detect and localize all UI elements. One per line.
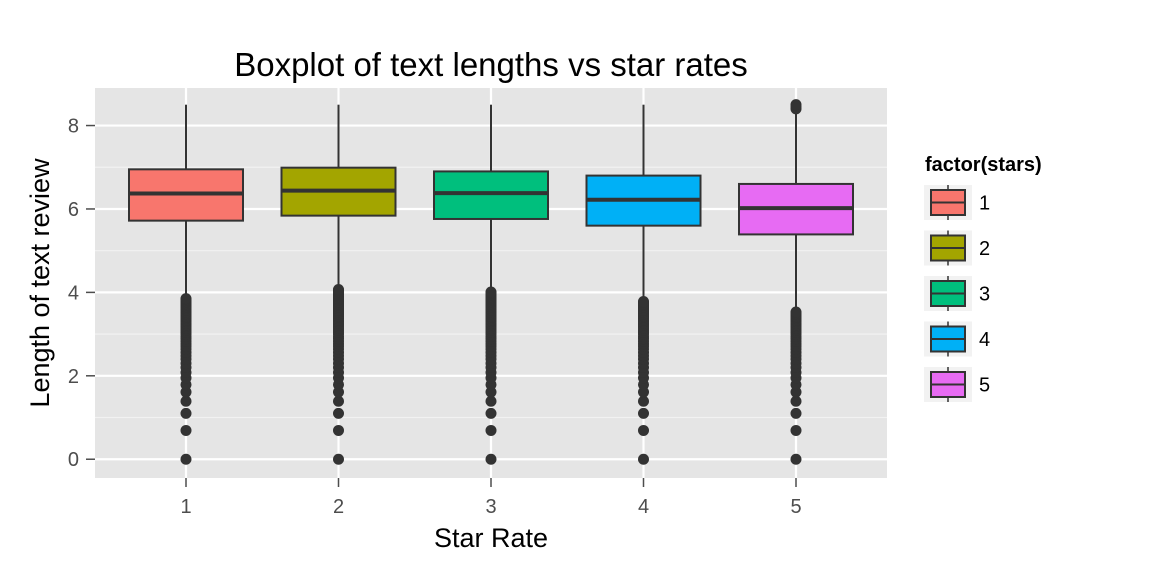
outlier-point <box>333 395 344 407</box>
outlier-point <box>333 407 344 419</box>
x-tick-label: 1 <box>180 496 191 518</box>
x-tick-label: 2 <box>333 496 344 518</box>
outlier-point <box>180 453 192 465</box>
legend-item-1: 1 <box>924 185 990 220</box>
box-group-5 <box>738 99 854 465</box>
box-group-4 <box>585 104 702 465</box>
y-tick-label: 8 <box>68 116 79 138</box>
outlier-point <box>180 293 192 305</box>
outlier-point <box>485 407 497 419</box>
box-group-3 <box>433 104 549 465</box>
x-tick-label: 3 <box>485 496 496 518</box>
x-axis-title: Star Rate <box>434 523 548 553</box>
outlier-point <box>638 296 649 308</box>
y-tick-label: 6 <box>68 199 79 221</box>
outlier-point <box>333 453 344 465</box>
outlier-point <box>790 424 802 436</box>
legend-label: 4 <box>979 329 990 351</box>
outlier-point <box>790 306 802 318</box>
outlier-point <box>180 424 192 436</box>
legend-item-3: 3 <box>924 276 990 311</box>
outlier-point <box>790 453 802 465</box>
outlier-point <box>638 407 649 419</box>
outlier-point <box>333 424 344 436</box>
x-axis: 1 2 3 4 5 <box>180 478 802 518</box>
box <box>433 170 549 220</box>
outlier-point <box>333 283 344 295</box>
chart-title: Boxplot of text lengths vs star rates <box>234 46 748 83</box>
box-group-2 <box>280 104 397 465</box>
legend-title: factor(stars) <box>925 154 1042 176</box>
outlier-point <box>485 453 497 465</box>
x-tick-label: 4 <box>638 496 649 518</box>
y-axis-title: Length of text review <box>25 158 55 408</box>
legend-item-2: 2 <box>924 230 990 266</box>
box-group-1 <box>128 104 244 465</box>
outlier-point <box>790 407 802 419</box>
y-tick-label: 2 <box>68 366 79 388</box>
outlier-point <box>485 395 497 407</box>
outlier-point <box>638 453 649 465</box>
legend-label: 2 <box>979 238 990 260</box>
outlier-point <box>485 286 497 298</box>
x-tick-label: 5 <box>790 496 801 518</box>
legend-item-5: 5 <box>924 367 990 402</box>
legend-item-4: 4 <box>924 321 990 357</box>
outlier-point <box>790 99 802 111</box>
outlier-point <box>638 424 649 436</box>
y-axis: 0 2 4 6 8 <box>68 116 95 471</box>
legend-label: 3 <box>979 284 990 306</box>
y-tick-label: 0 <box>68 449 79 471</box>
legend-label: 5 <box>979 375 990 397</box>
outlier-point <box>180 407 192 419</box>
legend-label: 1 <box>979 193 990 215</box>
outlier-point <box>485 424 497 436</box>
outlier-point <box>790 395 802 407</box>
legend: factor(stars) 1 2 3 4 5 <box>924 154 1042 402</box>
outlier-point <box>180 395 192 407</box>
box-series <box>128 99 854 465</box>
outlier-point <box>638 395 649 407</box>
y-tick-label: 4 <box>68 282 79 304</box>
